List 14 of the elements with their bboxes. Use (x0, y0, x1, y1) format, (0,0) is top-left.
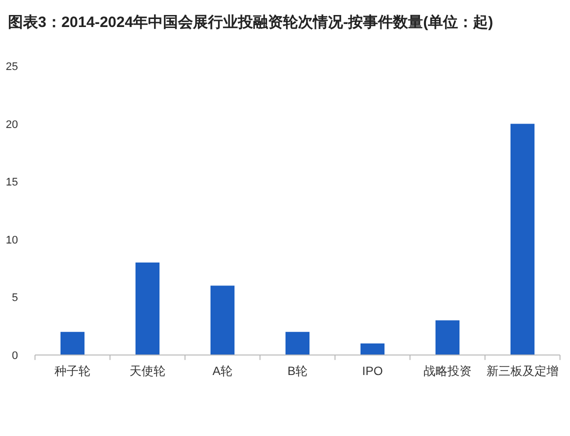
x-tick-label: 新三板及定增 (486, 364, 558, 378)
y-tick-label: 5 (12, 292, 18, 304)
title: 图表3：2014-2024年中国会展行业投融资轮次情况-按事件数量(单位：起) (8, 14, 494, 31)
x-tick-label: A轮 (212, 364, 233, 378)
x-tick-label: 天使轮 (130, 364, 166, 378)
x-tick-label: IPO (362, 364, 383, 378)
y-tick-label: 15 (6, 176, 18, 189)
y-tick-label: 20 (6, 118, 18, 131)
y-tick-label: 10 (6, 234, 18, 246)
y-tick-label: 0 (12, 350, 18, 362)
x-tick-label: 战略投资 (424, 364, 472, 378)
y-tick-label: 25 (6, 61, 18, 73)
x-tick-label: 种子轮 (54, 364, 90, 378)
x-tick-label: B轮 (287, 364, 308, 378)
